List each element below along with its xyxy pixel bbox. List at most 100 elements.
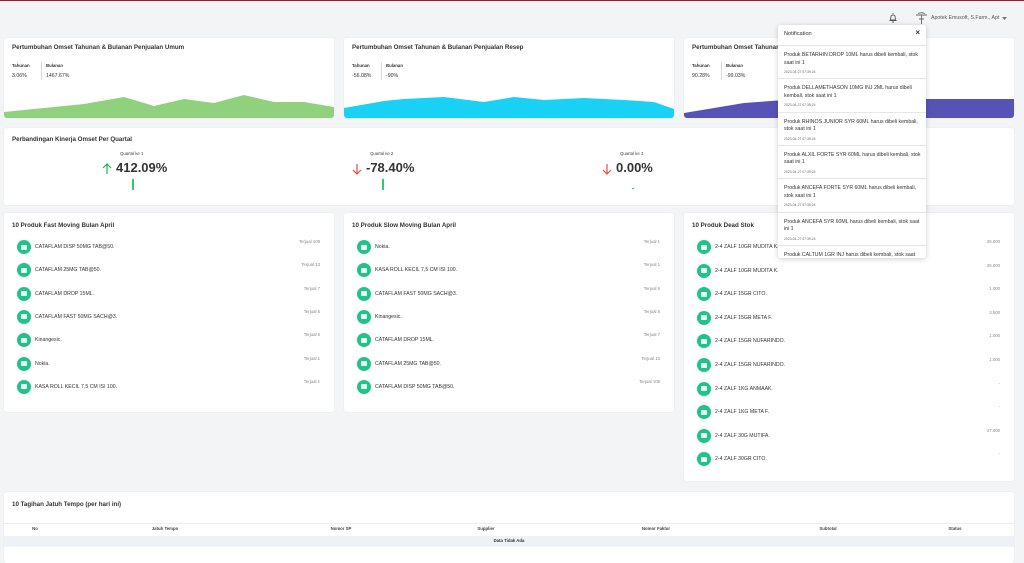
growth-card: Pertumbuhan Omset Tahunan & Bulanan Penj… (344, 38, 674, 118)
notification-time: 2023-04-27 07:39:24 (784, 236, 816, 241)
notification-item[interactable]: Produk ALXIL FORTE SYR 60ML harus dibeli… (778, 144, 926, 178)
product-name: 2-4 ZALF 15GR META F. (715, 314, 773, 321)
sparkline (4, 94, 334, 118)
column-header: Subtotal (819, 526, 837, 531)
card-title: Perbandingan Kinerja Omset Per Quartal (12, 136, 133, 143)
product-name: 2-4 ZALF 10GR MUDITA K. (715, 267, 779, 274)
product-info: Terjual 5 (303, 332, 320, 338)
notification-item[interactable]: Produk RHINOS JUNIOR SYR 60ML harus dibe… (778, 111, 926, 145)
product-name: 2-4 ZALF 15GR CITO. (715, 291, 767, 298)
product-icon (697, 452, 711, 467)
product-name: CATAFLAM DROP 15ML. (35, 290, 95, 297)
product-info: Terjual 1 (303, 378, 320, 384)
divider (41, 62, 42, 80)
notification-item[interactable]: Produk ANCEFA SYR 60ML harus dibeli kemb… (778, 211, 926, 245)
notification-item[interactable]: Produk ANCEFA FORTE SYR 60ML harus dibel… (778, 178, 926, 211)
trend-arrow-svg (602, 164, 612, 175)
quarter-bar (632, 188, 634, 189)
trend-arrow-svg (352, 164, 362, 175)
column-header: Status (948, 526, 962, 531)
product-name: CATAFLAM 25MG TAB@50. (35, 267, 101, 274)
trend-arrow (352, 162, 362, 180)
product-name: CATAFLAM DROP 15ML. (375, 337, 435, 344)
product-icon (17, 309, 31, 324)
yearly-value: 3.06% (12, 73, 27, 79)
notification-time: 2023-04-27 07:39:24 (784, 169, 816, 174)
product-icon (17, 333, 31, 348)
empty-row (4, 536, 1014, 547)
notification-item[interactable]: Produk CALTUM 1GR INJ harus dibeli kemba… (778, 244, 926, 258)
product-name: CATAFLAM FAST 50MG SACH@3. (35, 313, 118, 320)
product-icon (697, 310, 711, 325)
card-title: 10 Produk Fast Moving Bulan April (12, 222, 115, 229)
column-header: Nomor Faktur (641, 526, 671, 531)
product-info: Terjual 5 (643, 285, 660, 291)
product-icon (17, 263, 31, 278)
product-icon (697, 381, 711, 396)
close-button[interactable]: × (915, 28, 920, 37)
product-icon (697, 240, 711, 254)
product-info: 27.000 (986, 427, 1000, 433)
product-name: 2-4 ZALF 1KG META F. (715, 409, 770, 416)
product-info: Terjual 1 (643, 262, 660, 268)
product-list-card: 10 Produk Slow Moving Bulan April Nokia. T… (344, 213, 674, 412)
card-title: Pertumbuhan Omset Tahunan & Bulanan Penj… (12, 44, 185, 51)
product-info: Terjual 5 (643, 308, 660, 314)
monthly-value: -99.03% (726, 73, 746, 79)
column-header: No (32, 526, 38, 531)
notification-text: Produk ALXIL FORTE SYR 60ML harus dibeli… (784, 151, 921, 166)
caret[interactable] (1002, 17, 1007, 21)
product-name: 2-4 ZALF 30GR CITO. (715, 456, 767, 463)
product-name: 2-4 ZALF 1KG ANMAAK. (715, 385, 773, 392)
monthly-value: -90% (386, 73, 399, 79)
product-name: 2-4 ZALF 10GR MUDITA K. (715, 244, 779, 250)
yearly-label: Tahunan (352, 63, 370, 68)
divider (381, 62, 382, 80)
product-icon (357, 263, 371, 278)
product-info: Terjual 1 (643, 239, 660, 244)
product-info: Terjual 109 (638, 378, 660, 384)
notification-item[interactable]: Produk BETARHIN DROP 10ML harus dibeli k… (778, 45, 926, 78)
notification-text: Produk CALTUM 1GR INJ harus dibeli kemba… (784, 251, 916, 258)
notification-time: 2023-04-27 07:39:24 (784, 203, 816, 208)
notification-time: 2023-04-27 07:39:24 (784, 103, 816, 108)
card-title: 10 Tagihan Jatuh Tempo (per hari ini) (12, 501, 122, 508)
product-info: Terjual 109 (298, 239, 320, 244)
monthly-label: Bulanan (386, 63, 403, 68)
sparkline-svg (344, 97, 674, 118)
product-icon (357, 309, 371, 324)
product-name: CATAFLAM DISP 50MG TAB@50. (35, 244, 115, 250)
product-name: CATAFLAM DISP 50MG TAB@50. (375, 383, 455, 390)
product-icon (357, 333, 371, 348)
quarter-value: 412.09% (116, 160, 168, 175)
notification-text: Produk ANCEFA FORTE SYR 60ML harus dibel… (784, 185, 917, 199)
card-title: Pertumbuhan Omset Tahunan (692, 44, 780, 51)
product-icon (697, 358, 711, 372)
divider (721, 62, 722, 80)
card-title: 10 Produk Dead Stok (692, 222, 754, 229)
product-info: Terjual 13 (641, 355, 660, 361)
product-info: - (998, 380, 1000, 386)
product-name: Kinangesic. (375, 313, 402, 320)
bills-card: 10 Tagihan Jatuh Tempo (per hari ini) No J… (4, 492, 1014, 563)
product-icon (357, 379, 371, 394)
notification-text: Produk ANCEFA SYR 60ML harus dibeli kemb… (784, 218, 920, 233)
yearly-label: Tahunan (692, 63, 710, 68)
bell-icon[interactable] (888, 12, 898, 23)
user-icon[interactable] (915, 12, 929, 25)
quarter-label: Quartal ke 1 (120, 151, 144, 156)
monthly-label: Bulanan (726, 63, 743, 68)
product-info: 26.000 (986, 262, 1000, 268)
product-info: 26.000 (986, 239, 1000, 244)
product-list-card: 10 Produk Fast Moving Bulan April CATAFLA… (4, 213, 334, 412)
notification-text: Produk BETARHIN DROP 10ML harus dibeli k… (784, 52, 918, 66)
quarter-label: Quartal ke 2 (370, 151, 394, 156)
product-info: 1.000 (989, 286, 1000, 292)
sparkline (344, 94, 674, 118)
notification-item[interactable]: Produk DELLAMETHASON 10MG INJ 2ML harus … (778, 78, 926, 111)
product-info: 1.000 (989, 357, 1000, 362)
notification-title: Notification (784, 31, 812, 37)
product-info: 1.000 (989, 333, 1000, 339)
product-info: Terjual 13 (301, 262, 320, 268)
user-name[interactable]: Apotek Emusoft, S.Farm., Apt (931, 15, 1000, 21)
